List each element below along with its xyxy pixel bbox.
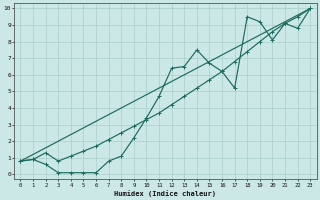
X-axis label: Humidex (Indice chaleur): Humidex (Indice chaleur) — [114, 190, 216, 197]
